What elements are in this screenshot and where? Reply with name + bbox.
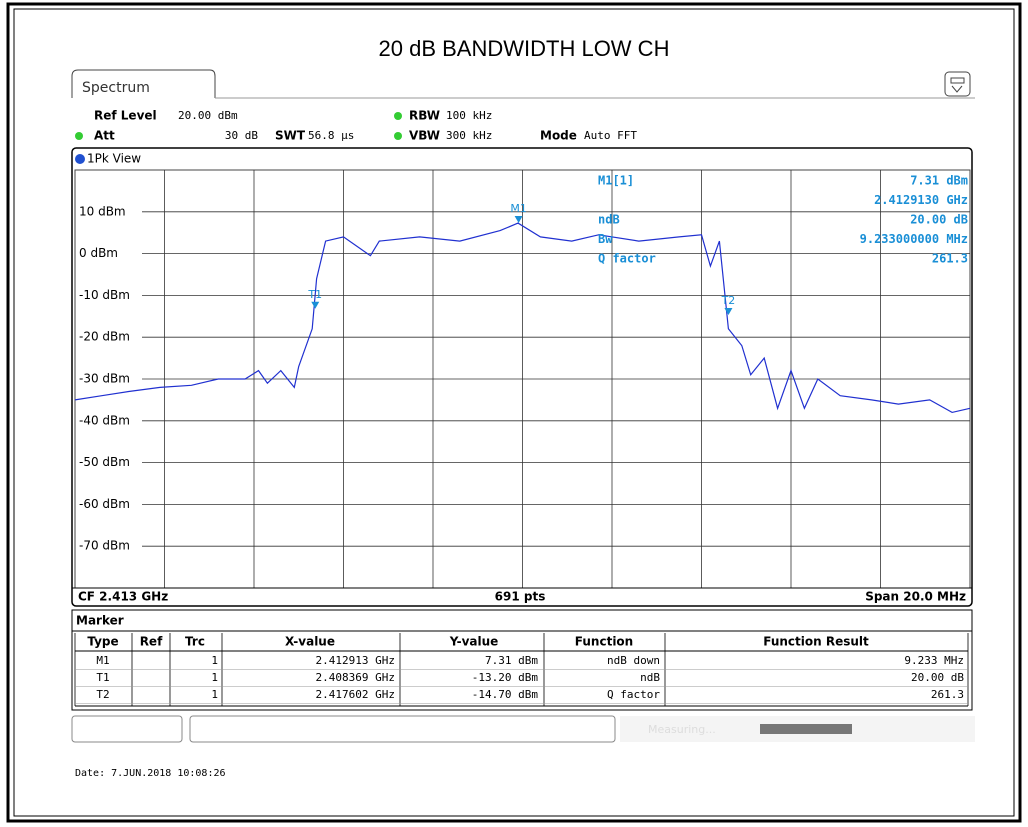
marker — [311, 301, 320, 309]
led — [394, 132, 402, 140]
led — [75, 132, 83, 140]
marker-label: T1 — [307, 288, 322, 301]
info-label: Q factor — [598, 252, 656, 266]
marker — [724, 308, 733, 316]
value: 56.8 µs — [308, 129, 354, 142]
status-box — [189, 715, 616, 743]
menu-button[interactable] — [944, 71, 971, 97]
footer-span: Span 20.0 MHz — [865, 590, 966, 604]
info-label: Bw — [598, 232, 613, 246]
y-tick-label: -60 dBm — [79, 497, 130, 511]
value: 30 dB — [225, 129, 258, 142]
table-cell: Q factor — [607, 688, 660, 701]
table-header: Y-value — [449, 635, 499, 649]
outer-frame — [6, 2, 1022, 823]
table-cell: 1 — [211, 654, 218, 667]
table-header: Trc — [185, 635, 205, 649]
info-value: 20.00 dB — [910, 213, 968, 227]
y-tick-label: -40 dBm — [79, 413, 130, 427]
y-tick-label: -70 dBm — [79, 539, 130, 553]
led — [394, 112, 402, 120]
y-tick-label: -10 dBm — [79, 288, 130, 302]
table-cell: 7.31 dBm — [485, 654, 538, 667]
y-tick-label: -50 dBm — [79, 455, 130, 469]
table-cell: T1 — [96, 671, 109, 684]
trace-led — [75, 154, 85, 164]
marker — [514, 216, 523, 224]
label: Ref Level — [94, 109, 157, 123]
info-value: 261.3 — [932, 252, 968, 266]
info-label: M1[1] — [598, 174, 634, 188]
label: VBW — [409, 129, 440, 143]
value: 20.00 dBm — [178, 109, 238, 122]
table-cell: -14.70 dBm — [472, 688, 539, 701]
table-header: Function Result — [763, 635, 869, 649]
y-tick-label: 10 dBm — [79, 204, 126, 218]
date: Date: 7.JUN.2018 10:08:26 — [75, 768, 226, 779]
table-cell: 1 — [211, 688, 218, 701]
table-cell: ndB down — [607, 654, 660, 667]
y-tick-label: -30 dBm — [79, 372, 130, 386]
table-cell: 1 — [211, 671, 218, 684]
status: Measuring... — [648, 723, 716, 736]
label: Att — [94, 129, 115, 143]
info-label: ndB — [598, 213, 620, 227]
table-header: Ref — [140, 635, 163, 649]
footer-pts: 691 pts — [495, 590, 546, 604]
info-value: 7.31 dBm — [910, 174, 968, 188]
label: SWT — [275, 129, 306, 143]
label: RBW — [409, 109, 440, 123]
y-tick-label: -20 dBm — [79, 330, 130, 344]
table-cell: -13.20 dBm — [472, 671, 539, 684]
table-cell: 2.408369 GHz — [316, 671, 395, 684]
y-tick-label: 0 dBm — [79, 246, 118, 260]
menu-icon — [950, 77, 965, 93]
plot: 10 dBm 0 dBm -10 dBm -20 dBm -30 dBm -40 dBm -… — [74, 170, 971, 588]
marker-label: M1 — [510, 202, 527, 215]
table-body: Type Ref Trc X-value Y-value Function Function… — [72, 630, 972, 707]
table-cell: 261.3 — [931, 688, 964, 701]
trace — [74, 222, 971, 414]
table-header: Function — [575, 635, 633, 649]
table-cell: 9.233 MHz — [904, 654, 964, 667]
table-cell: 2.412913 GHz — [316, 654, 395, 667]
table-cell: T2 — [96, 688, 109, 701]
table-header: X-value — [285, 635, 335, 649]
value: 300 kHz — [446, 129, 492, 142]
info-value: 2.4129130 GHz — [874, 193, 968, 207]
tab[interactable] — [71, 69, 216, 98]
value: Auto FFT — [584, 129, 637, 142]
table-cell: 20.00 dB — [911, 671, 964, 684]
table-cell: ndB — [640, 671, 660, 684]
status-box — [71, 715, 183, 743]
table-cell: M1 — [96, 654, 109, 667]
table-header: Type — [87, 635, 118, 649]
view-label: 1Pk View — [87, 152, 141, 166]
value: 100 kHz — [446, 109, 492, 122]
table-cell: 2.417602 GHz — [316, 688, 395, 701]
tab-label[interactable]: Spectrum — [82, 80, 150, 96]
marker-label: T2 — [721, 294, 736, 307]
footer-cf: CF 2.413 GHz — [78, 590, 168, 604]
inner-frame — [13, 8, 1015, 817]
progress — [760, 724, 852, 734]
table-title: Marker — [76, 614, 124, 628]
label: Mode — [540, 129, 577, 143]
plot-frame — [71, 147, 973, 607]
title: 20 dB BANDWIDTH LOW CH — [379, 36, 670, 61]
info-value: 9.233000000 MHz — [860, 232, 968, 246]
